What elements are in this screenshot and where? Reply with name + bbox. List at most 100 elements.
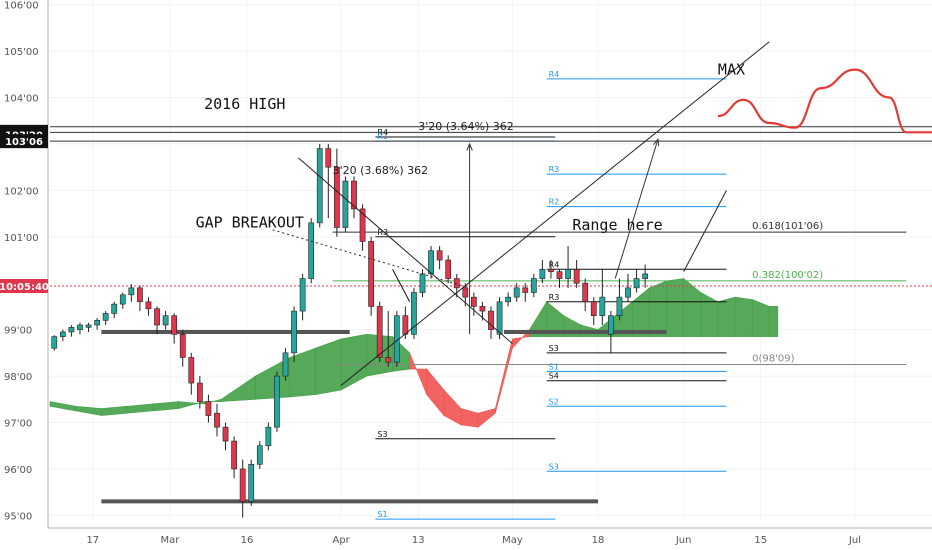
candle-body <box>453 278 460 289</box>
candle-body <box>154 308 160 326</box>
candle-body <box>325 148 332 168</box>
pivot-label: R2 <box>549 198 560 207</box>
candle-body <box>179 333 186 358</box>
x-tick-label: 13 <box>412 535 425 546</box>
pivot-label: R4 <box>549 260 560 269</box>
pivot-label: S4 <box>549 372 559 381</box>
y-tick-label: 105'00 <box>4 47 39 58</box>
x-tick-label: Apr <box>332 535 350 546</box>
pivot-label: S1 <box>377 510 387 519</box>
arrow-head <box>653 138 660 147</box>
candle-body <box>402 315 409 335</box>
pivot-label: R3 <box>549 165 560 174</box>
x-tick-label: Jun <box>675 535 692 546</box>
candle-body <box>102 313 109 321</box>
pivot-label: S3 <box>549 462 559 471</box>
candle-body <box>573 268 580 284</box>
x-tick-label: 17 <box>86 535 99 546</box>
candle-body <box>642 273 649 279</box>
y-tick-label: 97'00 <box>4 419 32 430</box>
pivot-label: S3 <box>549 344 559 353</box>
measure-label: 3'20 (3.68%) 362 <box>333 164 429 177</box>
text-annotation: MAX <box>718 60 745 78</box>
candle-body <box>265 426 272 447</box>
fib-label: 0.618(101'06) <box>752 221 823 232</box>
candle-body <box>556 271 563 279</box>
y-tick-label: 98'00 <box>4 372 32 383</box>
candle-body <box>582 282 589 303</box>
candle-body <box>385 357 392 363</box>
candles <box>51 143 649 518</box>
cloud-segment <box>666 278 684 337</box>
candle-body <box>599 296 606 317</box>
trendline <box>392 269 411 303</box>
candle-body <box>633 278 640 289</box>
candle-body <box>548 268 554 272</box>
candle-body <box>522 287 529 293</box>
measure-label: 3'20 (3.64%) 362 <box>418 120 514 133</box>
y-tick-label: 104'00 <box>4 94 39 105</box>
candle-body <box>530 278 537 293</box>
pivot-label: S1 <box>549 362 559 371</box>
candle-body <box>333 166 340 228</box>
candle-body <box>77 324 83 330</box>
candle-body <box>471 296 477 307</box>
candle-body <box>428 250 434 275</box>
price-tag-box <box>0 134 48 149</box>
candle-body <box>145 301 152 310</box>
candle-body <box>94 320 100 326</box>
pivot-label: R3 <box>549 293 560 302</box>
y-tick-label: 95'00 <box>4 511 32 522</box>
candle-body <box>479 306 486 312</box>
x-axis-ticks: 17 Mar 16 Apr 13 May 18 Jun 15 Jul <box>86 535 861 546</box>
cloud-segment <box>315 338 342 396</box>
price-tag-label: 10:05:40 <box>0 282 49 293</box>
trendline <box>683 190 727 272</box>
candle-body <box>462 287 469 298</box>
candle-body <box>368 241 374 307</box>
candle-body <box>85 324 92 328</box>
price-tag-label: 103'06 <box>5 137 43 148</box>
candle-body <box>436 250 443 261</box>
candle-body <box>214 412 220 428</box>
x-tick-label: Mar <box>160 535 180 546</box>
candle-body <box>419 273 426 293</box>
grid <box>50 0 932 520</box>
candle-body <box>205 401 212 416</box>
candle-body <box>565 268 571 279</box>
candle-body <box>137 287 143 303</box>
candle-body <box>291 310 297 354</box>
candle-body <box>488 310 494 330</box>
candle-body <box>505 296 511 303</box>
candle-body <box>111 303 118 314</box>
candle-body <box>51 336 58 349</box>
cloud-segment <box>717 296 736 337</box>
y-tick-label: 96'00 <box>4 465 32 476</box>
pivot-label: R4 <box>549 70 560 79</box>
horizontal-lines <box>50 126 932 504</box>
trendlines <box>272 41 770 386</box>
candle-body <box>445 259 452 279</box>
trendline <box>298 157 513 344</box>
candle-body <box>222 426 229 442</box>
fib-label: 0(98'09) <box>752 353 794 364</box>
candle-body <box>274 375 280 428</box>
candle-body <box>231 440 237 470</box>
text-annotation: Range here <box>572 216 662 234</box>
candle-body <box>299 278 306 312</box>
cloud-segment <box>649 280 667 337</box>
y-tick-label: 99'00 <box>4 326 32 337</box>
projection-path <box>717 68 932 134</box>
projection-curve <box>717 68 932 134</box>
y-tick-label: 101'00 <box>4 233 39 244</box>
pivot-label: S3 <box>377 430 387 439</box>
candle-body <box>608 315 614 335</box>
candle-body <box>316 148 323 224</box>
text-annotation: 2016 HIGH <box>204 95 285 113</box>
candle-body <box>188 357 195 384</box>
candle-body <box>282 352 289 377</box>
pivot-label: R1 <box>377 132 388 141</box>
